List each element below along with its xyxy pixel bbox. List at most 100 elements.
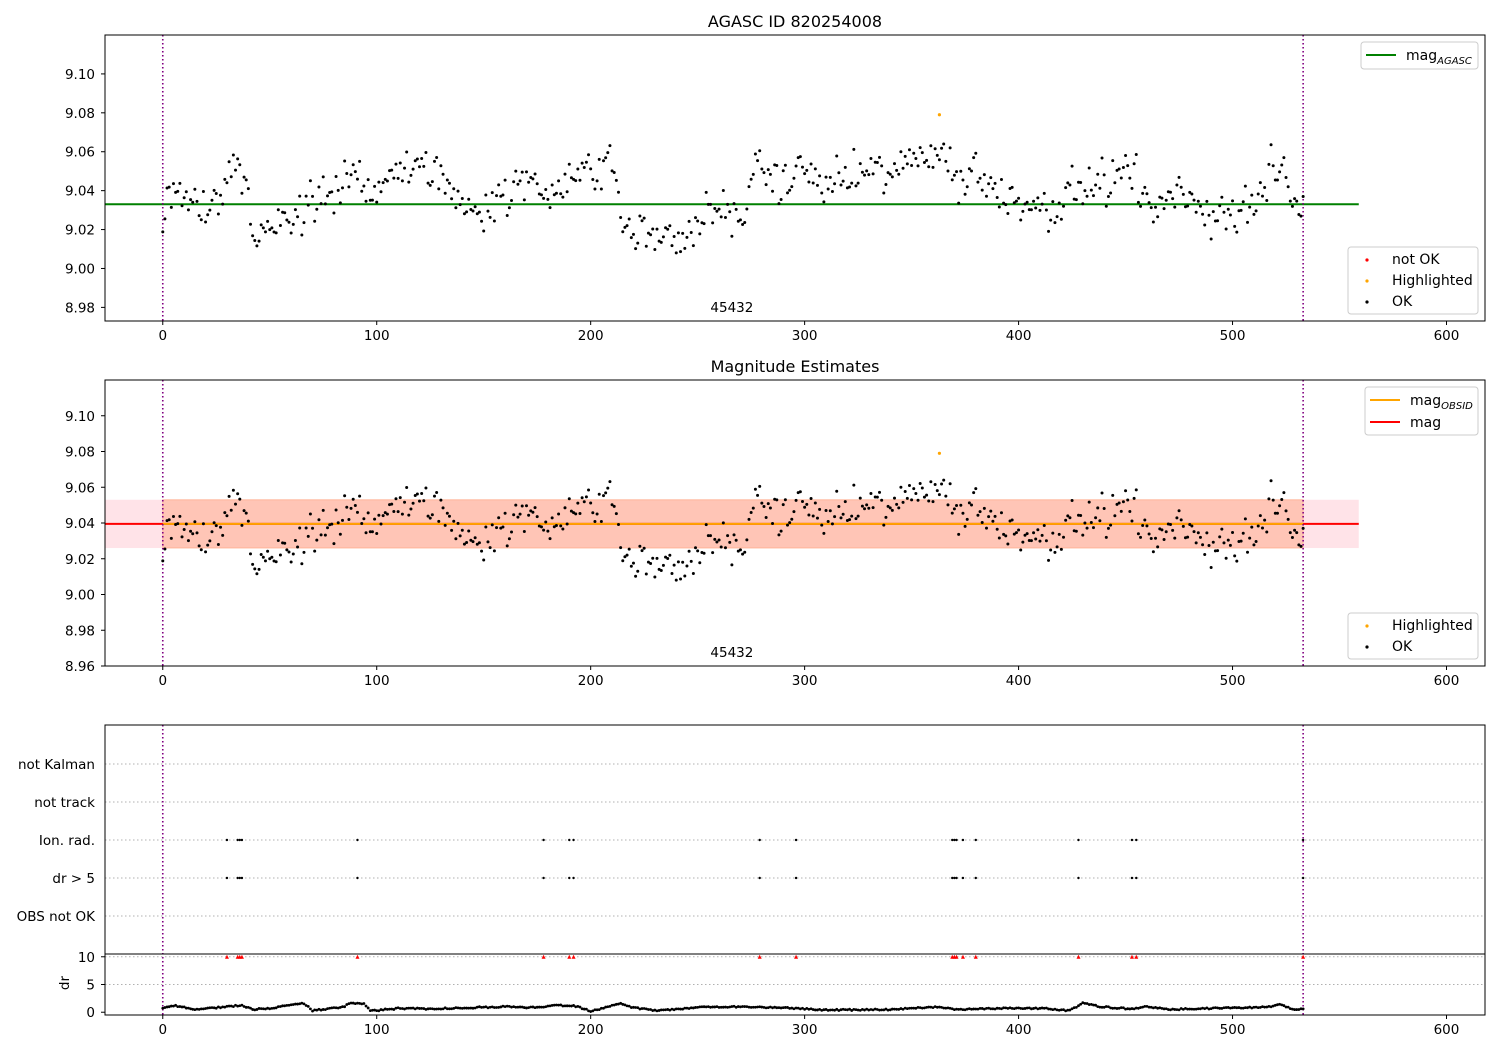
dr-point xyxy=(1055,1008,1059,1012)
data-point-ok xyxy=(1269,143,1273,147)
dr-point xyxy=(779,1006,783,1010)
dr-point xyxy=(604,1005,608,1009)
dr-point xyxy=(253,1008,257,1012)
dr-point xyxy=(700,1005,704,1009)
data-point-ok xyxy=(984,194,988,198)
data-point-ok xyxy=(638,214,642,218)
dr-point xyxy=(332,1006,336,1009)
data-point-ok xyxy=(385,512,389,516)
dr-point xyxy=(901,1007,905,1011)
dr-point xyxy=(1293,1008,1296,1011)
panel-agasc-title: AGASC ID 820254008 xyxy=(708,12,882,31)
dr-point xyxy=(169,1004,173,1008)
data-point-ok xyxy=(610,169,614,173)
data-point-ok xyxy=(223,177,227,181)
data-point-ok xyxy=(1134,488,1138,492)
dr-point xyxy=(266,1006,269,1010)
dr-point xyxy=(195,1007,199,1011)
data-point-ok xyxy=(548,537,552,541)
data-point-ok xyxy=(903,490,907,493)
dr-point xyxy=(991,1007,995,1011)
data-point-ok xyxy=(1207,213,1211,217)
data-point-ok xyxy=(263,559,267,563)
data-point-ok xyxy=(704,523,708,527)
data-point-ok xyxy=(227,160,231,164)
data-point-ok xyxy=(899,150,903,154)
dr-point xyxy=(1006,1007,1010,1010)
dr-point xyxy=(1132,1007,1136,1011)
flag-marker xyxy=(356,838,359,842)
dr-point xyxy=(242,1005,246,1008)
dr-point xyxy=(1072,1006,1076,1010)
dr-point xyxy=(555,1003,558,1007)
data-point-ok xyxy=(225,514,229,518)
dr-point xyxy=(918,1006,922,1010)
data-point-ok xyxy=(1220,527,1224,531)
data-point-ok xyxy=(886,171,890,175)
data-point-ok xyxy=(1053,221,1057,225)
dr-point xyxy=(1237,1006,1241,1009)
data-point-ok xyxy=(379,190,383,194)
data-point-ok xyxy=(1081,533,1085,537)
dr-point xyxy=(1149,1005,1153,1009)
dr-point xyxy=(602,1006,605,1010)
data-point-ok xyxy=(1196,531,1200,535)
data-point-ok xyxy=(229,175,233,179)
data-point-ok xyxy=(293,538,297,542)
data-point-ok xyxy=(231,153,235,157)
data-point-ok xyxy=(625,224,629,228)
dr-point xyxy=(493,1006,496,1009)
dr-point xyxy=(1273,1003,1277,1007)
data-point-ok xyxy=(681,560,685,564)
dr-point xyxy=(1066,1008,1070,1012)
data-point-ok xyxy=(204,550,208,554)
dr-point xyxy=(730,1005,734,1008)
data-point-ok xyxy=(400,512,404,516)
y-tick-label: 9.02 xyxy=(65,552,95,568)
data-point-ok xyxy=(1235,559,1239,563)
data-point-ok xyxy=(477,210,481,214)
dr-point xyxy=(561,1004,565,1008)
data-point-ok xyxy=(208,208,212,212)
data-point-ok xyxy=(1248,536,1252,540)
dr-point xyxy=(1181,1007,1185,1011)
x-tick-label: 0 xyxy=(158,673,167,689)
data-point-ok xyxy=(813,501,817,505)
flag-marker xyxy=(225,876,229,880)
data-point-ok xyxy=(916,498,920,502)
dr-point xyxy=(1085,1002,1089,1005)
dr-point xyxy=(368,1009,372,1013)
data-point-ok xyxy=(409,507,413,511)
data-point-ok xyxy=(1273,511,1277,515)
data-point-ok xyxy=(822,200,826,204)
dr-point xyxy=(512,1005,516,1009)
dr-point xyxy=(1248,1005,1252,1009)
data-point-ok xyxy=(259,552,263,556)
data-point-ok xyxy=(882,191,886,195)
data-point-ok xyxy=(1282,491,1286,495)
data-point-ok xyxy=(1265,198,1269,202)
dr-point xyxy=(176,1005,180,1009)
x-tick-label: 600 xyxy=(1434,328,1460,344)
dr-point xyxy=(893,1007,896,1011)
dr-point xyxy=(338,1006,342,1009)
data-point-ok xyxy=(659,240,663,244)
dr-point xyxy=(691,1006,695,1010)
data-point-ok xyxy=(1053,550,1057,554)
flag-marker xyxy=(236,876,239,880)
dr-point xyxy=(424,1008,428,1011)
dr-point xyxy=(599,1006,603,1010)
data-point-ok xyxy=(1258,514,1262,518)
data-point-ok xyxy=(360,522,364,526)
dr-point xyxy=(747,1005,751,1009)
data-point-ok xyxy=(717,207,721,211)
dr-point xyxy=(959,1007,963,1011)
dr-point xyxy=(514,1005,518,1009)
y-tick-label: 8.98 xyxy=(65,623,95,639)
data-point-ok xyxy=(978,176,982,180)
data-point-ok xyxy=(1233,554,1237,558)
data-point-ok xyxy=(1141,524,1145,527)
legend-label-ok-2: OK xyxy=(1392,639,1413,655)
data-point-ok xyxy=(1149,206,1153,210)
